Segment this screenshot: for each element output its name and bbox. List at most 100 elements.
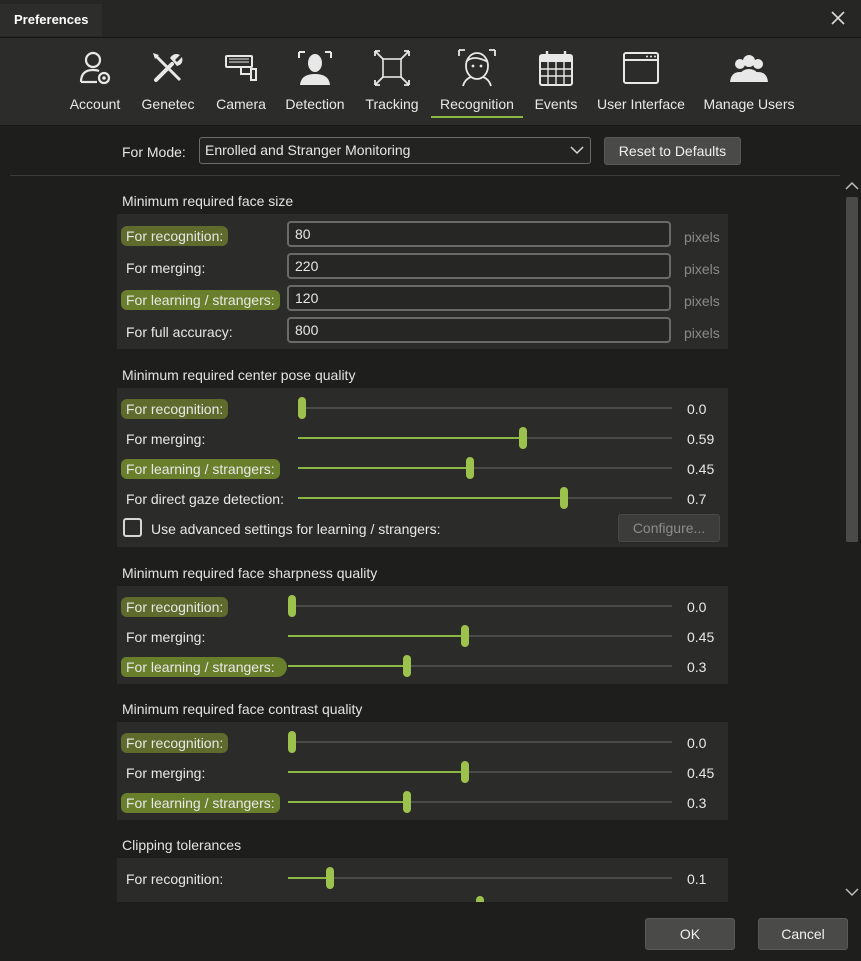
mode-select-value: Enrolled and Stranger Monitoring xyxy=(205,142,411,158)
slider-handle[interactable] xyxy=(466,457,475,479)
face-size-merging-input[interactable]: 220 xyxy=(287,253,671,279)
detection-icon xyxy=(298,51,332,85)
tab-genetec[interactable]: Genetec xyxy=(139,48,197,120)
pose-gaze-value: 0.7 xyxy=(687,491,707,507)
scrollbar-thumb[interactable] xyxy=(846,197,858,542)
tools-icon xyxy=(153,53,183,82)
face-size-full-accuracy-input[interactable]: 800 xyxy=(287,317,671,343)
tab-manage-users[interactable]: Manage Users xyxy=(703,48,795,120)
sharpness-learning-slider[interactable] xyxy=(288,655,672,677)
contrast-learning-value: 0.3 xyxy=(687,795,707,811)
slider-handle[interactable] xyxy=(326,867,335,889)
face-size-learning-label: For learning / strangers: xyxy=(121,290,280,310)
cancel-button[interactable]: Cancel xyxy=(758,918,848,950)
face-size-panel: For recognition: 80 pixels For merging: … xyxy=(117,214,728,349)
slider-handle[interactable] xyxy=(460,625,469,647)
pose-merging-slider[interactable] xyxy=(298,427,672,449)
mode-label: For Mode: xyxy=(122,144,186,160)
face-size-learning-input[interactable]: 120 xyxy=(287,285,671,311)
pose-learning-label: For learning / strangers: xyxy=(121,459,280,479)
slider-handle[interactable] xyxy=(476,896,484,902)
pose-gaze-slider[interactable] xyxy=(298,487,672,509)
sharpness-learning-value: 0.3 xyxy=(687,659,707,675)
sharpness-merging-value: 0.45 xyxy=(687,629,715,645)
clipping-title: Clipping tolerances xyxy=(122,837,242,853)
slider-handle[interactable] xyxy=(403,791,412,813)
tab-camera[interactable]: Camera xyxy=(212,48,270,120)
face-size-full-accuracy-label: For full accuracy: xyxy=(126,324,233,340)
sharpness-recognition-label: For recognition: xyxy=(121,597,229,617)
pose-recognition-label: For recognition: xyxy=(121,399,229,419)
settings-scroll-area: Minimum required face size For recogniti… xyxy=(0,177,861,902)
tracking-icon xyxy=(374,50,410,86)
camera-icon xyxy=(225,55,257,81)
slider-handle[interactable] xyxy=(403,655,412,677)
face-size-recognition-label: For recognition: xyxy=(121,226,229,246)
face-size-recognition-input[interactable]: 80 xyxy=(287,221,671,247)
slider-handle[interactable] xyxy=(288,731,296,753)
chevron-down-icon xyxy=(570,146,584,155)
scroll-up-icon[interactable] xyxy=(845,181,859,191)
slider-handle[interactable] xyxy=(288,595,296,617)
contrast-learning-slider[interactable] xyxy=(288,791,672,813)
divider xyxy=(10,175,840,176)
slider-handle[interactable] xyxy=(518,427,527,449)
dialog-footer: OK Cancel xyxy=(0,903,861,961)
slider-handle[interactable] xyxy=(460,761,469,783)
title-bar: Preferences xyxy=(0,0,861,38)
contrast-recognition-label: For recognition: xyxy=(121,733,229,753)
clipping-recognition-value: 0.1 xyxy=(687,871,707,887)
face-size-merging-unit: pixels xyxy=(684,261,720,277)
tab-account-label: Account xyxy=(69,96,121,112)
advanced-settings-checkbox[interactable] xyxy=(123,518,142,537)
tab-events-label: Events xyxy=(534,96,578,112)
sharpness-recognition-value: 0.0 xyxy=(687,599,707,615)
advanced-settings-label: Use advanced settings for learning / str… xyxy=(151,521,441,537)
calendar-icon xyxy=(539,51,573,86)
tab-user-interface-label: User Interface xyxy=(597,96,685,112)
sharpness-merging-slider[interactable] xyxy=(288,625,672,647)
reset-to-defaults-button[interactable]: Reset to Defaults xyxy=(604,137,741,165)
tab-detection[interactable]: Detection xyxy=(284,48,346,120)
sharpness-panel: For recognition: 0.0 For merging: 0.45 F… xyxy=(117,586,728,684)
pose-merging-label: For merging: xyxy=(126,431,206,447)
tab-recognition[interactable]: Recognition xyxy=(431,48,523,120)
tab-events[interactable]: Events xyxy=(533,48,579,120)
tab-detection-label: Detection xyxy=(285,96,345,112)
face-size-recognition-unit: pixels xyxy=(684,229,720,245)
contrast-merging-label: For merging: xyxy=(126,765,206,781)
tab-user-interface[interactable]: User Interface xyxy=(596,48,686,120)
face-size-full-accuracy-unit: pixels xyxy=(684,325,720,341)
contrast-recognition-value: 0.0 xyxy=(687,735,707,751)
tab-account[interactable]: Account xyxy=(66,48,124,120)
clipping-recognition-slider[interactable] xyxy=(288,867,672,889)
contrast-learning-label: For learning / strangers: xyxy=(121,793,280,813)
tab-tracking[interactable]: Tracking xyxy=(364,48,420,120)
contrast-merging-slider[interactable] xyxy=(288,761,672,783)
sharpness-learning-label: For learning / strangers: xyxy=(121,657,287,677)
slider-handle[interactable] xyxy=(559,487,568,509)
recognition-icon xyxy=(458,49,496,87)
face-size-merging-label: For merging: xyxy=(126,260,206,276)
mode-row: For Mode: Enrolled and Stranger Monitori… xyxy=(0,127,861,175)
pose-learning-slider[interactable] xyxy=(298,457,672,479)
face-size-learning-unit: pixels xyxy=(684,293,720,309)
scroll-down-icon[interactable] xyxy=(845,887,859,897)
ok-button[interactable]: OK xyxy=(645,918,735,950)
close-icon[interactable] xyxy=(829,9,847,27)
slider-handle[interactable] xyxy=(298,397,306,419)
pose-learning-value: 0.45 xyxy=(687,461,715,477)
sharpness-recognition-slider[interactable] xyxy=(288,595,672,617)
pose-gaze-label: For direct gaze detection: xyxy=(126,491,284,507)
tab-manage-users-label: Manage Users xyxy=(703,96,795,112)
contrast-title: Minimum required face contrast quality xyxy=(122,701,363,717)
tab-genetec-label: Genetec xyxy=(141,96,195,112)
contrast-recognition-slider[interactable] xyxy=(288,731,672,753)
pose-recognition-slider[interactable] xyxy=(298,397,672,419)
users-icon xyxy=(730,55,768,82)
account-gear-icon xyxy=(79,51,111,85)
mode-select[interactable]: Enrolled and Stranger Monitoring xyxy=(199,137,591,164)
vertical-scrollbar[interactable] xyxy=(843,181,861,905)
pose-panel: For recognition: 0.0 For merging: 0.59 F… xyxy=(117,388,728,547)
configure-button[interactable]: Configure... xyxy=(618,514,720,542)
